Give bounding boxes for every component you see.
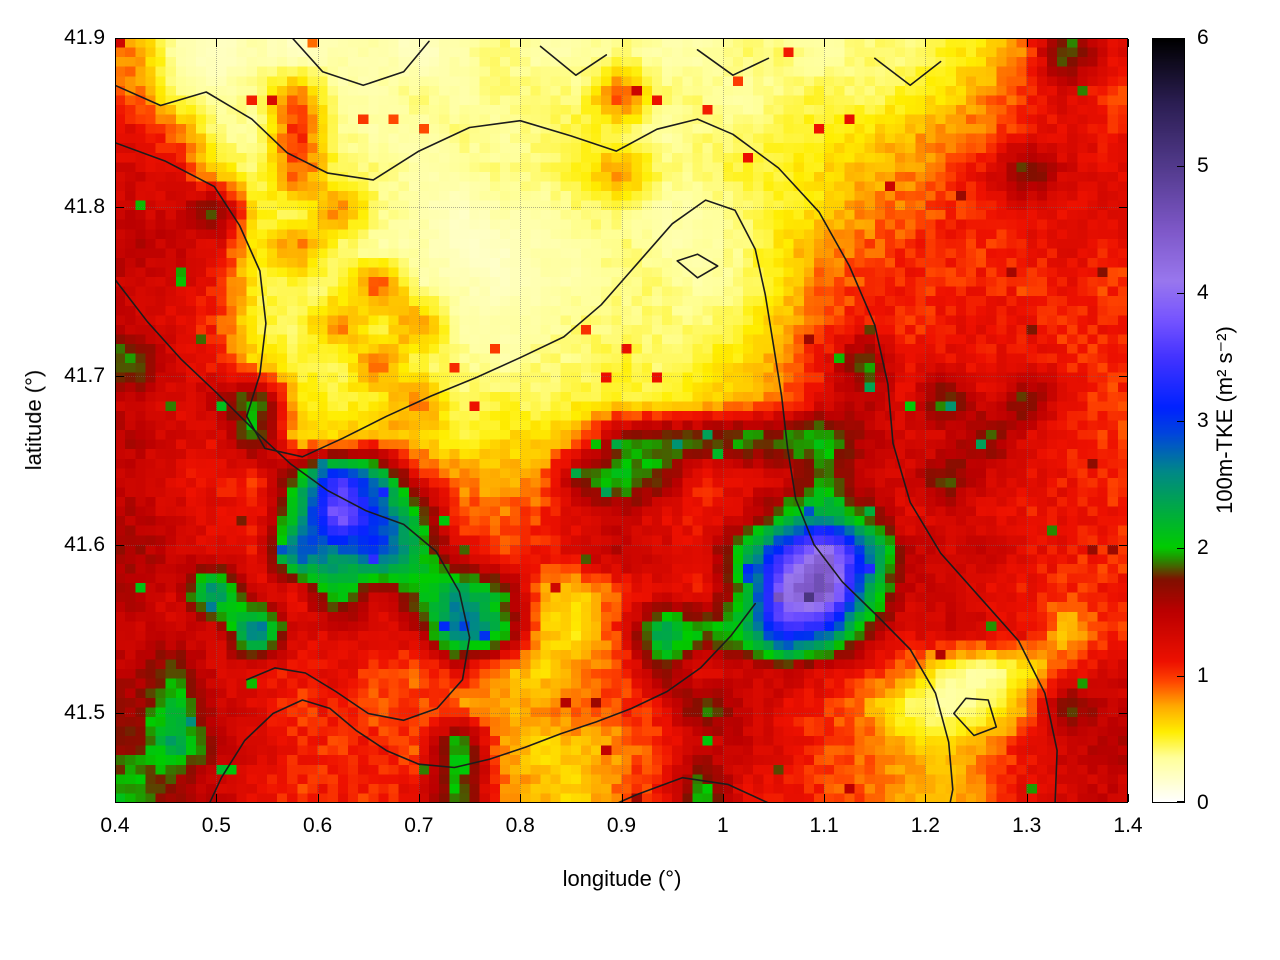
x-tick-mark (925, 794, 927, 802)
x-tick-mark (216, 39, 218, 47)
grid-line-vertical (824, 38, 826, 803)
contour-overlay (115, 38, 1058, 803)
colorbar-tick-mark (1177, 293, 1184, 294)
x-tick-label: 0.6 (302, 814, 333, 837)
x-tick-mark (418, 39, 420, 47)
colorbar-tick-mark (1177, 548, 1184, 549)
grid-line-vertical (317, 38, 319, 803)
x-tick-mark (722, 39, 724, 47)
colorbar-tick-label: 6 (1197, 26, 1209, 49)
colorbar-tick-mark (1177, 165, 1184, 167)
contour-line (676, 253, 719, 279)
x-tick-mark (1026, 39, 1028, 47)
grid-line-vertical (520, 38, 522, 803)
y-tick-mark (1119, 375, 1127, 377)
grid-line-vertical (722, 38, 724, 803)
colorbar-tick-mark (1177, 420, 1184, 422)
colorbar-tick-mark (1177, 675, 1184, 677)
y-axis-label: latitude (°) (21, 369, 46, 471)
colorbar-label: 100m-TKE (m² s⁻²) (1212, 326, 1237, 514)
grid-line-horizontal (115, 544, 1128, 546)
x-tick-mark (520, 794, 522, 802)
grid-line-vertical (925, 38, 927, 803)
grid-line-vertical (1026, 38, 1028, 803)
contour-line (208, 602, 757, 803)
y-tick-mark (116, 544, 124, 546)
colorbar-tick-label: 1 (1197, 663, 1209, 687)
colorbar-tick-label: 0 (1197, 791, 1209, 814)
contour-line (115, 278, 471, 722)
y-tick-label: 41.7 (64, 363, 105, 387)
x-tick-mark (722, 794, 724, 802)
colorbar-tick-label: 3 (1197, 408, 1209, 432)
contour-line (291, 38, 430, 87)
colorbar-tick-label: 4 (1197, 281, 1209, 304)
x-tick-mark (621, 794, 623, 802)
x-tick-mark (418, 794, 420, 802)
plot-area (115, 38, 1129, 803)
colorbar-tick-label: 5 (1197, 153, 1209, 177)
contour-line (873, 57, 942, 87)
grid-line-horizontal (115, 713, 1128, 715)
x-tick-mark (1128, 794, 1129, 802)
x-tick-label: 1.4 (1113, 814, 1143, 837)
grid-line-horizontal (115, 206, 1128, 208)
grid-line-vertical (216, 38, 218, 803)
x-tick-mark (1026, 794, 1028, 802)
x-tick-label: 0.8 (505, 814, 535, 837)
x-tick-mark (317, 39, 319, 47)
y-tick-mark (116, 375, 124, 377)
x-tick-mark (925, 39, 927, 47)
grid-line-vertical (418, 38, 420, 803)
colorbar (1152, 38, 1185, 803)
x-tick-mark (216, 794, 218, 802)
x-tick-label: 1.3 (1012, 814, 1042, 837)
contour-line (952, 697, 998, 737)
contour-line (115, 84, 1058, 803)
contour-line (539, 45, 608, 77)
contour-line (696, 49, 770, 77)
contour-line (115, 141, 954, 803)
y-tick-mark (1119, 206, 1127, 208)
x-tick-label: 1.1 (809, 814, 839, 837)
y-tick-mark (116, 38, 124, 39)
x-tick-label: 1 (716, 814, 729, 837)
y-tick-mark (116, 713, 124, 715)
grid-line-vertical (621, 38, 623, 803)
x-tick-mark (824, 39, 826, 47)
y-tick-label: 41.9 (64, 26, 105, 49)
colorbar-tick-mark (1177, 801, 1184, 802)
x-tick-mark (1128, 39, 1129, 47)
x-tick-label: 0.5 (201, 814, 231, 837)
x-tick-label: 0.4 (100, 814, 130, 837)
x-tick-mark (115, 794, 116, 802)
y-tick-label: 41.5 (64, 701, 105, 725)
x-tick-mark (824, 794, 826, 802)
y-tick-mark (1119, 713, 1127, 715)
colorbar-tick-mark (1177, 39, 1184, 40)
y-tick-label: 41.8 (64, 194, 105, 218)
x-tick-label: 0.9 (606, 814, 637, 837)
x-tick-label: 1.2 (910, 814, 940, 837)
x-tick-mark (115, 39, 116, 47)
colorbar-tick-label: 2 (1197, 536, 1209, 559)
x-tick-label: 0.7 (404, 814, 434, 837)
y-tick-mark (1119, 544, 1127, 546)
grid-line-horizontal (115, 375, 1128, 377)
y-tick-label: 41.6 (64, 532, 105, 556)
x-axis-label: longitude (°) (562, 866, 682, 891)
x-tick-mark (621, 39, 623, 47)
y-tick-mark (116, 206, 124, 208)
x-tick-mark (520, 39, 522, 47)
contour-line (615, 776, 771, 803)
y-tick-mark (1119, 38, 1127, 39)
x-tick-mark (317, 794, 319, 802)
